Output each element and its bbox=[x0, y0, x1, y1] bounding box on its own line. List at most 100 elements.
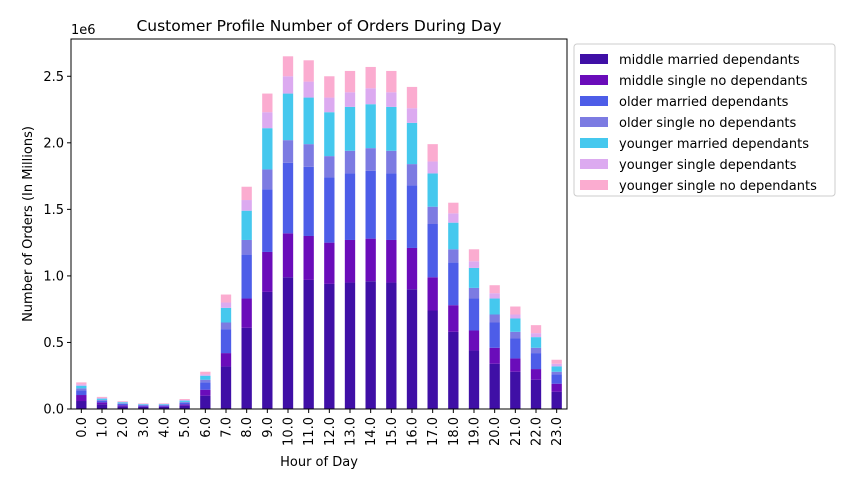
bar-segment-11.0-series-4 bbox=[303, 97, 314, 145]
bar-segment-22.0-series-3 bbox=[530, 347, 542, 354]
bar-segment-14.0-series-5 bbox=[365, 88, 376, 105]
bar-segment-21.0-series-1 bbox=[510, 358, 521, 372]
bar-segment-19.0-series-1 bbox=[468, 330, 480, 351]
bar-segment-22.0-series-2 bbox=[530, 353, 542, 370]
bar-segment-23.0-series-3 bbox=[551, 371, 562, 375]
bar-segment-22.0-series-1 bbox=[530, 369, 542, 380]
bar-segment-11.0-series-3 bbox=[303, 144, 314, 167]
bar-segment-5.0-series-4 bbox=[179, 400, 190, 402]
x-tick-label: 23.0 bbox=[550, 417, 565, 446]
bar-segment-16.0-series-0 bbox=[406, 289, 418, 409]
bar-segment-9.0-series-3 bbox=[262, 169, 273, 190]
bar-segment-22.0-series-4 bbox=[530, 337, 542, 348]
bar-segment-14.0-series-1 bbox=[365, 238, 376, 282]
bar-segment-17.0-series-3 bbox=[427, 206, 438, 224]
bar-segment-3.0-series-2 bbox=[138, 405, 149, 407]
bar-segment-7.0-series-0 bbox=[220, 366, 232, 409]
bar-segment-4.0-series-6 bbox=[158, 403, 170, 404]
legend-label: older married dependants bbox=[619, 95, 789, 110]
bar-segment-15.0-series-0 bbox=[386, 282, 397, 409]
bar-segment-20.0-series-0 bbox=[489, 363, 500, 409]
y-tick-label: 1.5 bbox=[43, 203, 64, 218]
bar-segment-13.0-series-6 bbox=[344, 70, 356, 93]
bar-segment-19.0-series-5 bbox=[468, 261, 480, 268]
bar-segment-0.0-series-2 bbox=[76, 390, 87, 396]
bar-segment-5.0-series-2 bbox=[179, 402, 190, 405]
bar-segment-17.0-series-2 bbox=[427, 224, 438, 278]
x-tick-label: 3.0 bbox=[137, 417, 152, 438]
bar-segment-14.0-series-4 bbox=[365, 104, 376, 149]
y-axis-ticks: 0.0 0.5 1.0 1.5 2.0 2.5 bbox=[43, 70, 71, 418]
bar-segment-20.0-series-4 bbox=[489, 298, 500, 315]
bar-segment-21.0-series-3 bbox=[510, 331, 521, 339]
bar-segment-9.0-series-0 bbox=[262, 291, 273, 409]
legend-swatch bbox=[580, 138, 608, 148]
bar-segment-12.0-series-4 bbox=[324, 112, 335, 157]
bar-layer bbox=[76, 56, 562, 409]
bar-segment-7.0-series-3 bbox=[220, 322, 232, 330]
bar-segment-5.0-series-1 bbox=[179, 404, 190, 406]
bar-segment-14.0-series-3 bbox=[365, 148, 376, 171]
x-tick-label: 22.0 bbox=[530, 417, 545, 446]
bar-segment-0.0-series-4 bbox=[76, 385, 87, 389]
bar-segment-6.0-series-3 bbox=[200, 379, 211, 383]
bar-segment-5.0-series-0 bbox=[179, 405, 190, 409]
x-tick-label: 5.0 bbox=[178, 417, 193, 438]
bar-segment-21.0-series-5 bbox=[510, 314, 521, 319]
bar-segment-16.0-series-3 bbox=[406, 164, 418, 186]
x-axis-ticks: 0.0 1.0 2.0 3.0 4.0 5.0 6.0 7.0 8.0 9.0 10.0 11.0 12… bbox=[75, 409, 565, 446]
bar-segment-3.0-series-0 bbox=[138, 407, 149, 409]
x-tick-label: 7.0 bbox=[220, 417, 235, 438]
bar-segment-12.0-series-3 bbox=[324, 156, 335, 178]
bar-segment-22.0-series-6 bbox=[530, 325, 542, 334]
x-tick-label: 18.0 bbox=[447, 417, 462, 446]
bar-segment-23.0-series-1 bbox=[551, 383, 562, 392]
bar-segment-6.0-series-4 bbox=[200, 375, 211, 380]
bar-segment-15.0-series-1 bbox=[386, 239, 397, 283]
bar-segment-14.0-series-2 bbox=[365, 170, 376, 239]
bar-segment-11.0-series-0 bbox=[303, 279, 314, 409]
bar-segment-6.0-series-5 bbox=[200, 374, 211, 376]
bar-segment-11.0-series-2 bbox=[303, 166, 314, 236]
bar-segment-9.0-series-4 bbox=[262, 128, 273, 170]
bar-segment-15.0-series-5 bbox=[386, 92, 397, 107]
bar-segment-13.0-series-5 bbox=[344, 92, 356, 107]
bar-segment-7.0-series-2 bbox=[220, 329, 232, 354]
bar-segment-23.0-series-0 bbox=[551, 391, 562, 409]
x-tick-label: 8.0 bbox=[240, 417, 255, 438]
bar-segment-20.0-series-2 bbox=[489, 322, 500, 348]
bar-segment-14.0-series-0 bbox=[365, 281, 376, 409]
bar-segment-1.0-series-4 bbox=[96, 398, 108, 400]
legend-label: older single no dependants bbox=[619, 116, 797, 131]
bar-segment-18.0-series-0 bbox=[448, 331, 459, 409]
chart-title: Customer Profile Number of Orders During… bbox=[136, 17, 501, 35]
bar-segment-7.0-series-5 bbox=[220, 302, 232, 308]
bar-segment-8.0-series-2 bbox=[241, 254, 252, 299]
y-tick-label: 2.5 bbox=[43, 70, 64, 85]
bar-segment-16.0-series-2 bbox=[406, 185, 418, 248]
bar-segment-16.0-series-6 bbox=[406, 86, 418, 109]
bar-segment-0.0-series-0 bbox=[76, 401, 87, 409]
x-tick-label: 1.0 bbox=[96, 417, 111, 438]
legend-label: younger single dependants bbox=[619, 158, 797, 173]
bar-segment-19.0-series-3 bbox=[468, 287, 480, 299]
bar-segment-15.0-series-4 bbox=[386, 106, 397, 151]
legend-label: younger single no dependants bbox=[619, 179, 817, 194]
bar-segment-19.0-series-2 bbox=[468, 298, 480, 331]
bar-segment-20.0-series-6 bbox=[489, 285, 500, 294]
bar-segment-10.0-series-5 bbox=[282, 76, 294, 94]
bar-segment-4.0-series-1 bbox=[158, 406, 170, 408]
legend-swatch bbox=[580, 54, 608, 64]
bar-segment-12.0-series-1 bbox=[324, 242, 335, 284]
bar-segment-13.0-series-2 bbox=[344, 173, 356, 240]
y-tick-label: 1.0 bbox=[43, 269, 64, 284]
bar-segment-8.0-series-4 bbox=[241, 210, 252, 240]
bar-segment-3.0-series-3 bbox=[138, 404, 149, 406]
legend-swatch bbox=[580, 159, 608, 169]
bar-segment-8.0-series-6 bbox=[241, 186, 252, 201]
bar-segment-1.0-series-3 bbox=[96, 399, 108, 401]
bar-segment-1.0-series-5 bbox=[96, 397, 108, 399]
bar-segment-1.0-series-0 bbox=[96, 404, 108, 409]
legend-label: middle single no dependants bbox=[619, 74, 808, 89]
